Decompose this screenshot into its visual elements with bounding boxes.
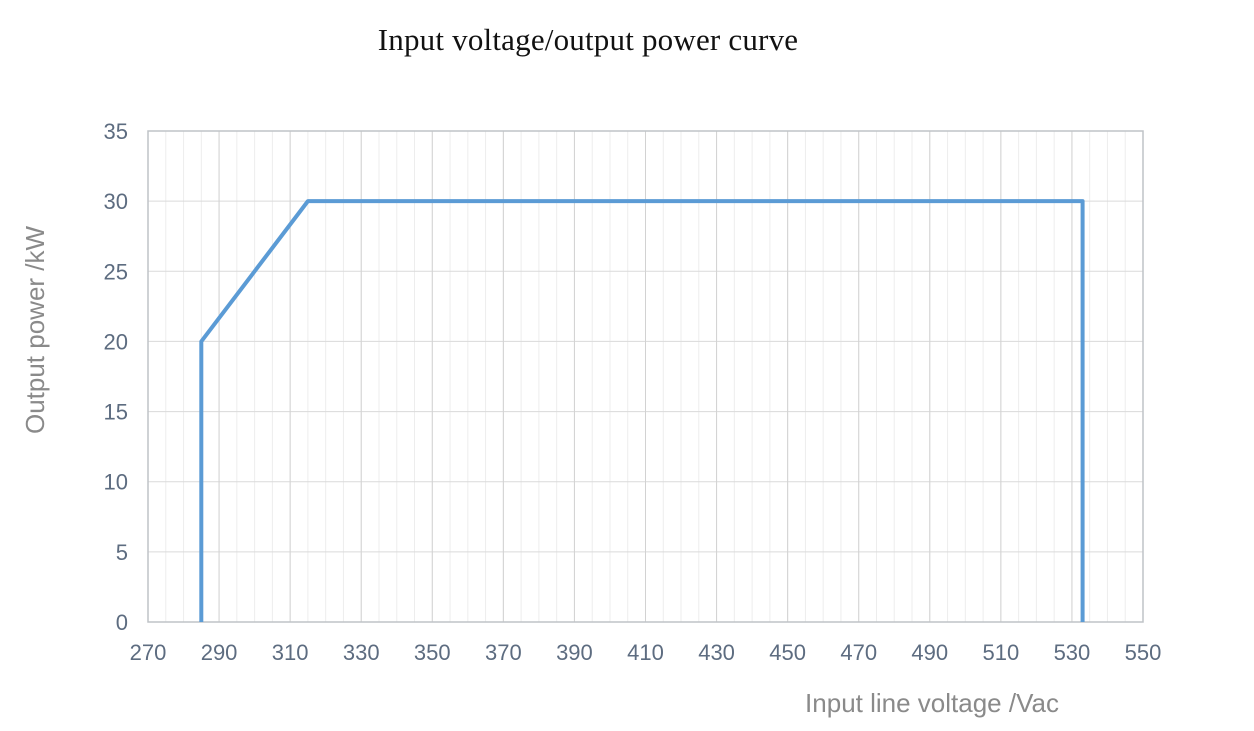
y-tick-label: 35 (104, 119, 128, 144)
y-axis-title: Output power /kW (20, 226, 50, 435)
x-tick-label: 510 (982, 640, 1019, 665)
y-axis-tick-labels: 0 5 10 15 20 25 30 35 (104, 119, 128, 635)
x-tick-label: 470 (840, 640, 877, 665)
x-tick-label: 290 (201, 640, 238, 665)
x-tick-label: 370 (485, 640, 522, 665)
x-tick-label: 390 (556, 640, 593, 665)
y-tick-label: 25 (104, 259, 128, 284)
x-tick-label: 430 (698, 640, 735, 665)
x-tick-label: 350 (414, 640, 451, 665)
y-tick-label: 5 (116, 540, 128, 565)
x-tick-label: 330 (343, 640, 380, 665)
chart-title: Input voltage/output power curve (377, 22, 799, 57)
plot-border (147, 130, 1144, 623)
x-tick-label: 270 (130, 640, 167, 665)
x-tick-label: 310 (272, 640, 309, 665)
y-tick-label: 0 (116, 610, 128, 635)
power-curve-layer (199, 199, 1085, 622)
output-power-curve (199, 199, 1085, 622)
x-tick-label: 550 (1125, 640, 1162, 665)
y-tick-label: 30 (104, 189, 128, 214)
y-tick-label: 10 (104, 470, 128, 495)
x-tick-label: 450 (769, 640, 806, 665)
y-tick-label: 20 (104, 329, 128, 354)
x-tick-label: 530 (1054, 640, 1091, 665)
y-tick-label: 15 (104, 400, 128, 425)
x-axis-title: Input line voltage /Vac (805, 688, 1059, 718)
x-tick-label: 410 (627, 640, 664, 665)
x-tick-label: 490 (911, 640, 948, 665)
x-axis-tick-labels: 270 290 310 330 350 370 390 410 430 450 470 490 510 5… (130, 640, 1162, 665)
gridlines-major (147, 131, 1144, 622)
plot-area-border (147, 130, 1144, 623)
